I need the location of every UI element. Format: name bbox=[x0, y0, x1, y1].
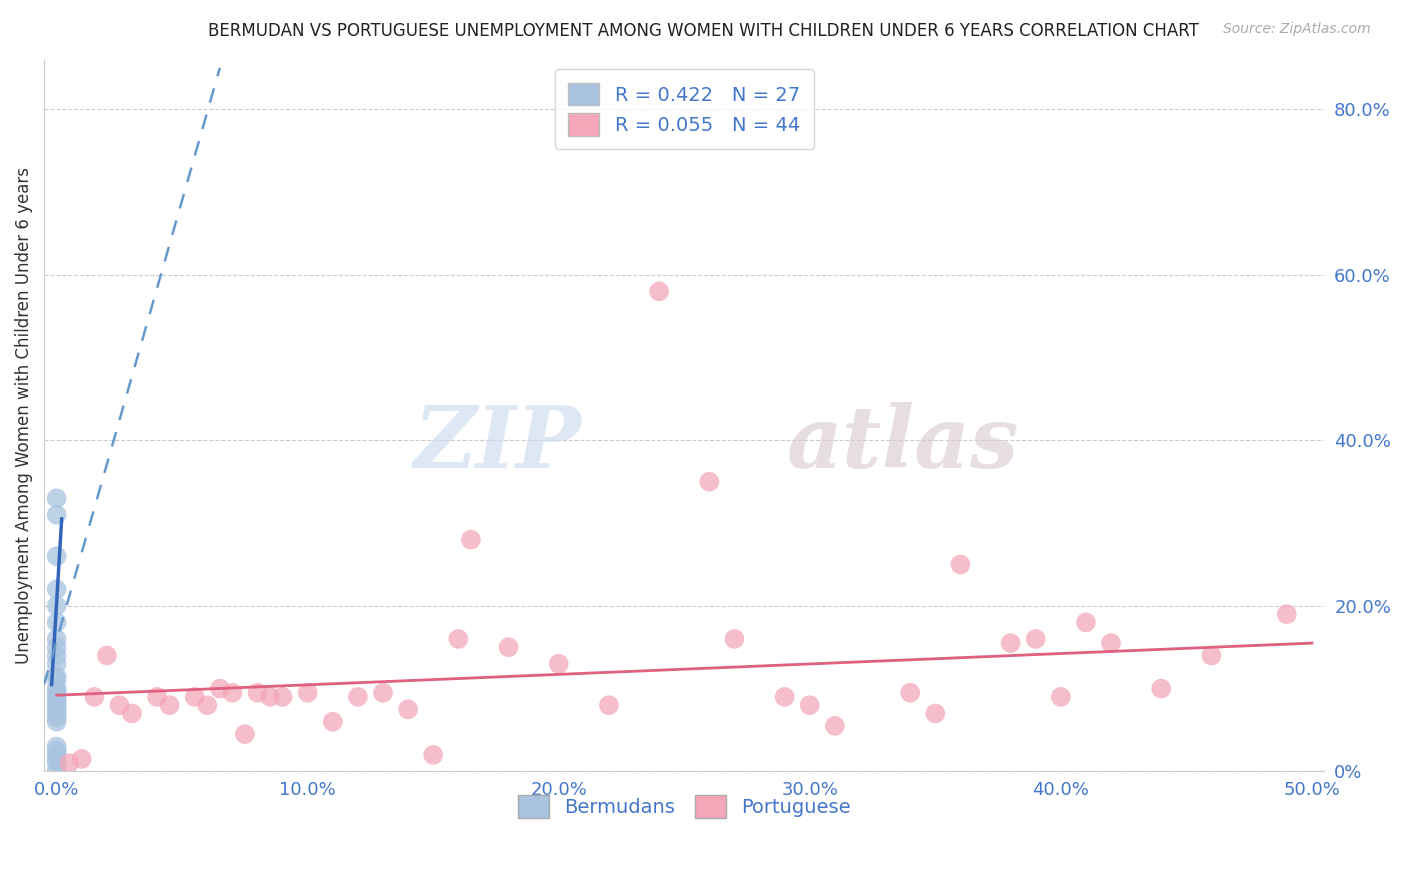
Point bbox=[58, 756, 80, 771]
Point bbox=[547, 657, 569, 671]
Point bbox=[271, 690, 294, 704]
Point bbox=[108, 698, 131, 713]
Point bbox=[233, 727, 256, 741]
Point bbox=[45, 747, 67, 762]
Point bbox=[898, 686, 921, 700]
Point bbox=[422, 747, 444, 762]
Point bbox=[70, 752, 93, 766]
Text: BERMUDAN VS PORTUGUESE UNEMPLOYMENT AMONG WOMEN WITH CHILDREN UNDER 6 YEARS CORR: BERMUDAN VS PORTUGUESE UNEMPLOYMENT AMON… bbox=[208, 22, 1198, 40]
Point bbox=[45, 739, 67, 754]
Point bbox=[799, 698, 821, 713]
Point bbox=[45, 657, 67, 671]
Point bbox=[159, 698, 181, 713]
Y-axis label: Unemployment Among Women with Children Under 6 years: Unemployment Among Women with Children U… bbox=[15, 167, 32, 664]
Point bbox=[45, 686, 67, 700]
Point bbox=[1000, 636, 1022, 650]
Point bbox=[45, 702, 67, 716]
Point bbox=[208, 681, 231, 696]
Point bbox=[45, 615, 67, 630]
Point bbox=[45, 681, 67, 696]
Point bbox=[460, 533, 482, 547]
Point bbox=[221, 686, 243, 700]
Point bbox=[45, 714, 67, 729]
Point bbox=[195, 698, 218, 713]
Point bbox=[146, 690, 169, 704]
Point bbox=[83, 690, 105, 704]
Point bbox=[45, 508, 67, 522]
Point bbox=[699, 475, 721, 489]
Point bbox=[45, 491, 67, 506]
Point bbox=[45, 673, 67, 688]
Point bbox=[924, 706, 946, 721]
Point bbox=[1275, 607, 1298, 621]
Point bbox=[45, 710, 67, 724]
Point bbox=[45, 764, 67, 779]
Text: atlas: atlas bbox=[787, 402, 1019, 486]
Point bbox=[648, 285, 671, 299]
Point bbox=[949, 558, 972, 572]
Point bbox=[498, 640, 520, 655]
Point bbox=[45, 752, 67, 766]
Point bbox=[396, 702, 419, 716]
Point bbox=[45, 582, 67, 597]
Point bbox=[246, 686, 269, 700]
Point bbox=[1049, 690, 1071, 704]
Point bbox=[45, 690, 67, 704]
Point bbox=[45, 632, 67, 646]
Point bbox=[723, 632, 745, 646]
Legend: Bermudans, Portuguese: Bermudans, Portuguese bbox=[510, 788, 859, 826]
Text: ZIP: ZIP bbox=[413, 402, 582, 486]
Point bbox=[773, 690, 796, 704]
Point bbox=[1201, 648, 1223, 663]
Point bbox=[447, 632, 470, 646]
Point bbox=[45, 669, 67, 683]
Point bbox=[45, 706, 67, 721]
Point bbox=[45, 694, 67, 708]
Point bbox=[1099, 636, 1122, 650]
Point bbox=[598, 698, 620, 713]
Point bbox=[45, 698, 67, 713]
Point bbox=[96, 648, 118, 663]
Point bbox=[45, 648, 67, 663]
Point bbox=[824, 719, 846, 733]
Point bbox=[45, 599, 67, 613]
Point bbox=[121, 706, 143, 721]
Point bbox=[322, 714, 344, 729]
Point bbox=[1150, 681, 1173, 696]
Point bbox=[1025, 632, 1047, 646]
Point bbox=[371, 686, 394, 700]
Point bbox=[45, 640, 67, 655]
Point bbox=[1074, 615, 1097, 630]
Point bbox=[184, 690, 207, 704]
Point bbox=[45, 744, 67, 758]
Point bbox=[45, 756, 67, 771]
Point bbox=[259, 690, 281, 704]
Point bbox=[347, 690, 370, 704]
Text: Source: ZipAtlas.com: Source: ZipAtlas.com bbox=[1223, 22, 1371, 37]
Point bbox=[45, 549, 67, 564]
Point bbox=[297, 686, 319, 700]
